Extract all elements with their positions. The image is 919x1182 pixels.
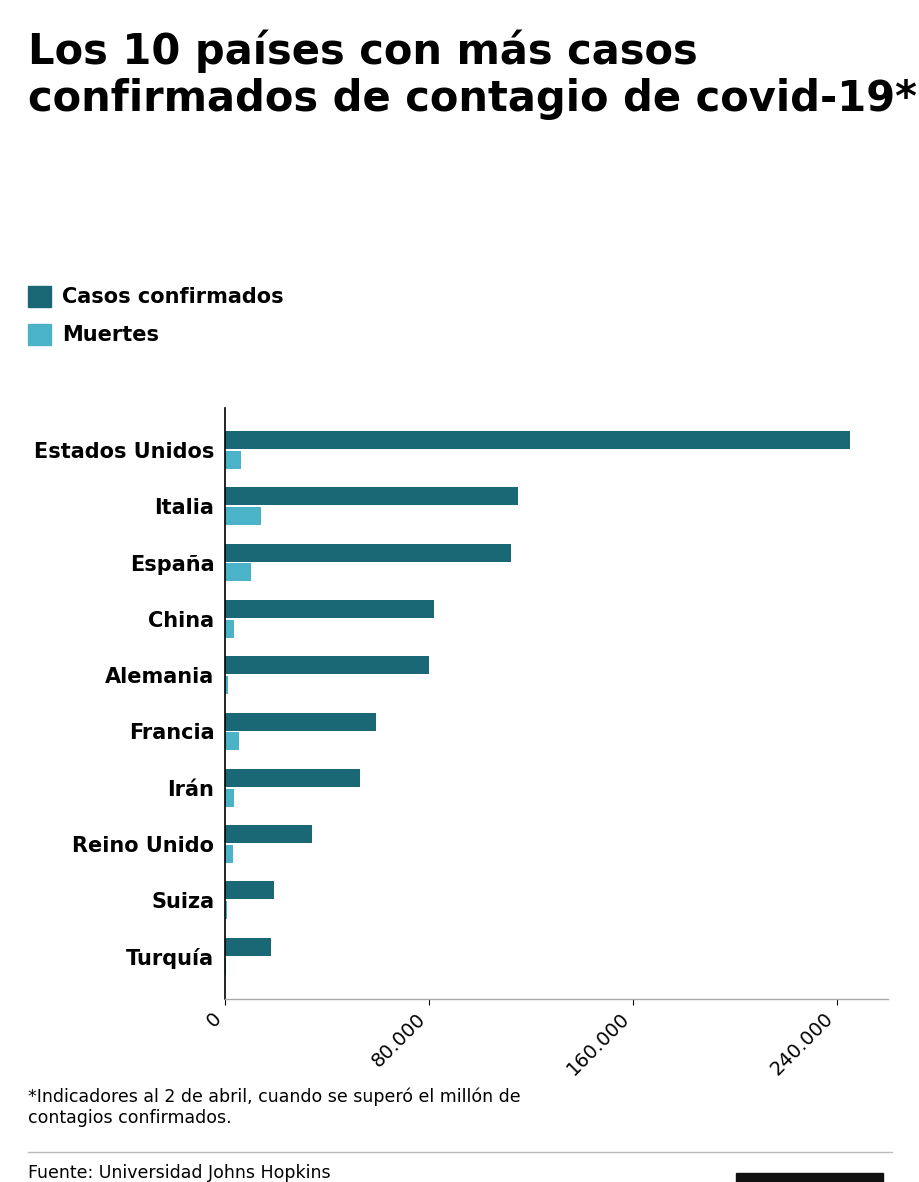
- Bar: [225, 768, 360, 787]
- Text: Muertes: Muertes: [62, 325, 158, 344]
- Bar: [225, 901, 226, 920]
- Bar: [225, 487, 517, 506]
- Bar: [225, 733, 239, 751]
- Bar: [225, 882, 274, 900]
- Bar: [225, 564, 251, 582]
- Text: Fuente: Universidad Johns Hopkins: Fuente: Universidad Johns Hopkins: [28, 1164, 330, 1182]
- Bar: [225, 656, 429, 674]
- Bar: [225, 450, 241, 469]
- Bar: [225, 845, 233, 863]
- Bar: [225, 544, 510, 561]
- Bar: [225, 619, 233, 638]
- Bar: [225, 600, 434, 618]
- Bar: [225, 431, 848, 449]
- Bar: [225, 937, 271, 956]
- Bar: [225, 676, 228, 694]
- Bar: [225, 825, 312, 843]
- Text: Los 10 países con más casos
confirmados de contagio de covid-19*: Los 10 países con más casos confirmados …: [28, 30, 915, 121]
- Bar: [225, 713, 375, 730]
- Bar: [225, 788, 233, 806]
- Text: Casos confirmados: Casos confirmados: [62, 287, 283, 306]
- Bar: [225, 507, 260, 525]
- Text: *Indicadores al 2 de abril, cuando se superó el millón de
contagios confirmados.: *Indicadores al 2 de abril, cuando se su…: [28, 1087, 519, 1126]
